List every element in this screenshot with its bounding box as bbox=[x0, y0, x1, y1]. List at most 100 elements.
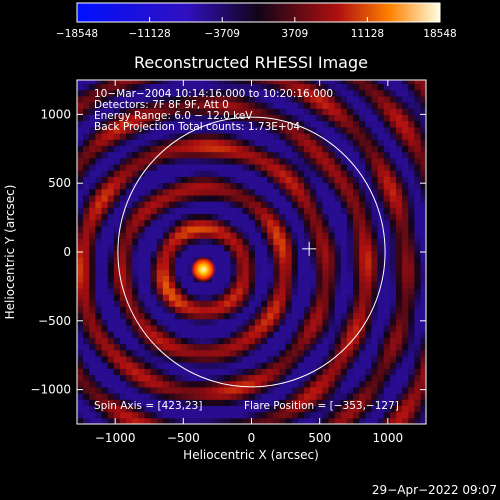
image-cell bbox=[101, 374, 109, 382]
image-cell bbox=[89, 163, 96, 171]
image-cell bbox=[187, 182, 195, 190]
image-cell bbox=[156, 126, 164, 134]
image-cell bbox=[95, 306, 103, 314]
image-cell bbox=[218, 331, 225, 338]
image-cell bbox=[273, 386, 281, 394]
image-cell bbox=[224, 182, 231, 190]
image-cell bbox=[230, 393, 238, 400]
image-cell bbox=[310, 95, 317, 103]
image-cell bbox=[371, 207, 379, 215]
image-cell bbox=[273, 182, 281, 190]
image-cell bbox=[248, 132, 256, 140]
image-cell bbox=[408, 182, 416, 190]
image-cell bbox=[408, 324, 416, 332]
image-cell bbox=[389, 207, 397, 215]
image-cell bbox=[420, 256, 426, 264]
image-cell bbox=[77, 263, 84, 270]
image-cell bbox=[101, 83, 109, 91]
image-cell bbox=[187, 411, 195, 419]
image-cell bbox=[187, 225, 195, 233]
image-cell bbox=[408, 405, 416, 413]
image-cell bbox=[169, 343, 176, 351]
image-cell bbox=[101, 194, 109, 202]
image-cell bbox=[346, 89, 354, 97]
image-cell bbox=[230, 256, 238, 264]
image-cell bbox=[101, 275, 109, 283]
image-cell bbox=[340, 275, 348, 283]
image-cell bbox=[414, 337, 422, 345]
image-cell bbox=[267, 343, 274, 351]
image-cell bbox=[371, 269, 379, 276]
image-cell bbox=[95, 405, 103, 413]
image-cell bbox=[334, 89, 342, 97]
image-cell bbox=[113, 355, 121, 363]
image-cell bbox=[346, 182, 354, 190]
image-cell bbox=[211, 393, 219, 400]
image-cell bbox=[310, 362, 317, 369]
image-cell bbox=[126, 318, 133, 326]
image-cell bbox=[285, 362, 293, 369]
image-cell bbox=[187, 201, 195, 208]
image-cell bbox=[138, 126, 146, 134]
image-cell bbox=[310, 176, 317, 184]
image-cell bbox=[261, 250, 268, 258]
image-cell bbox=[408, 194, 416, 202]
image-cell bbox=[279, 207, 287, 215]
image-cell bbox=[218, 399, 225, 407]
image-cell bbox=[150, 293, 158, 301]
image-cell bbox=[181, 312, 189, 320]
image-cell bbox=[371, 250, 379, 258]
image-cell bbox=[132, 194, 139, 202]
image-cell bbox=[273, 281, 281, 289]
image-cell bbox=[408, 83, 416, 91]
image-cell bbox=[334, 324, 342, 332]
image-cell bbox=[254, 411, 262, 419]
image-cell bbox=[279, 250, 287, 258]
image-cell bbox=[113, 374, 121, 382]
image-cell bbox=[156, 405, 164, 413]
image-cell bbox=[291, 331, 299, 338]
image-cell bbox=[236, 188, 244, 196]
image-cell bbox=[279, 399, 287, 407]
image-cell bbox=[261, 386, 268, 394]
image-cell bbox=[138, 355, 146, 363]
image-cell bbox=[150, 386, 158, 394]
image-cell bbox=[353, 219, 360, 227]
image-cell bbox=[359, 386, 366, 394]
image-cell bbox=[181, 331, 189, 338]
image-cell bbox=[371, 151, 379, 159]
image-cell bbox=[218, 386, 225, 394]
overlay bbox=[117, 116, 386, 388]
image-cell bbox=[328, 250, 336, 258]
image-cell bbox=[267, 80, 274, 85]
annotation-flare-position: Flare Position = [−353,−127] bbox=[244, 400, 399, 412]
image-cell bbox=[322, 207, 330, 215]
image-cell bbox=[205, 170, 213, 177]
image-cell bbox=[267, 300, 274, 307]
image-cell bbox=[371, 219, 379, 227]
image-cell bbox=[285, 318, 293, 326]
image-cell bbox=[169, 132, 176, 140]
image-cell bbox=[83, 417, 90, 424]
image-cell bbox=[310, 256, 317, 264]
image-cell bbox=[346, 232, 354, 239]
image-cell bbox=[328, 114, 336, 122]
image-cell bbox=[359, 318, 366, 326]
image-cell bbox=[169, 386, 176, 394]
image-cell bbox=[389, 126, 397, 134]
image-cell bbox=[334, 368, 342, 376]
image-cell bbox=[242, 250, 250, 258]
image-cell bbox=[340, 126, 348, 134]
image-cell bbox=[303, 293, 311, 301]
image-cell bbox=[383, 324, 391, 332]
image-cell bbox=[261, 201, 268, 208]
image-cell bbox=[261, 80, 268, 85]
image-cell bbox=[89, 139, 96, 146]
image-cell bbox=[205, 89, 213, 97]
image-cell bbox=[328, 170, 336, 177]
image-cell bbox=[199, 368, 207, 376]
image-cell bbox=[236, 380, 244, 388]
image-cell bbox=[83, 145, 90, 153]
image-cell bbox=[126, 238, 133, 246]
image-cell bbox=[89, 287, 96, 295]
